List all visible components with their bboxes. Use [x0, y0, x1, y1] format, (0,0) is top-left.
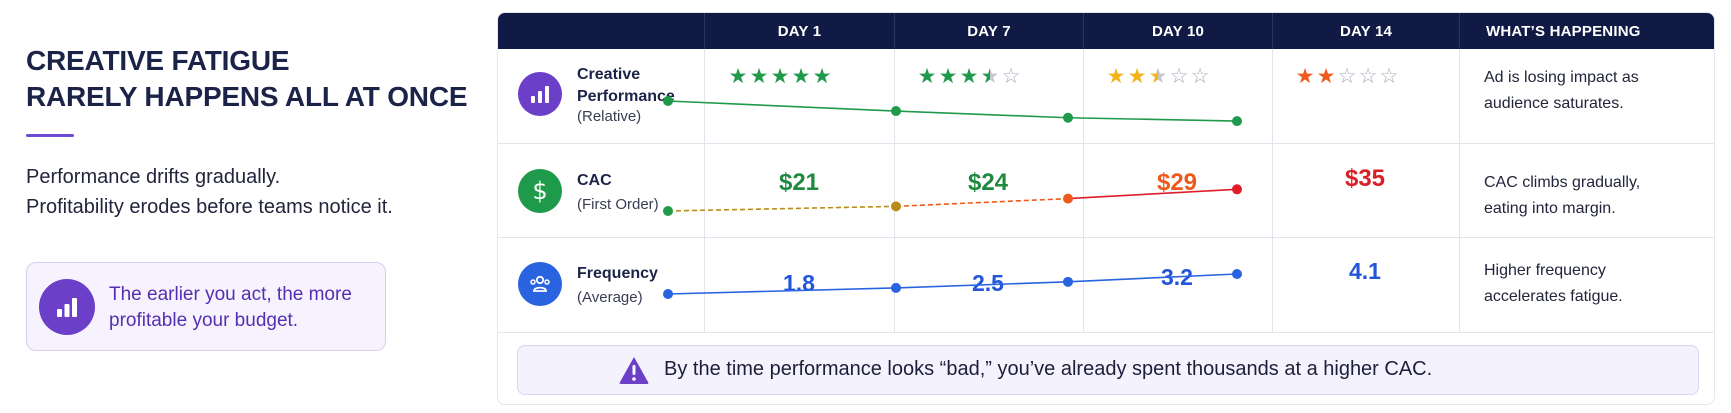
dollar-icon: $: [518, 169, 562, 213]
column-divider: [1272, 49, 1273, 333]
warning-banner: By the time performance looks “bad,” you…: [517, 345, 1699, 395]
headline: CREATIVE FATIGUE RARELY HAPPENS ALL AT O…: [26, 43, 468, 115]
table-row-creative-performance: [498, 49, 1714, 144]
star-half-icon: ★: [980, 65, 1000, 88]
header-whats-happening: WHAT’S HAPPENING: [1459, 13, 1714, 49]
star-empty-icon: ☆: [1337, 65, 1357, 88]
lede: Performance drifts gradually. Profitabil…: [26, 162, 393, 222]
cac-value-day-1: $21: [778, 169, 820, 196]
rating-day-1: ★ ★ ★ ★ ★: [728, 66, 832, 88]
star-empty-icon: ☆: [1358, 65, 1378, 88]
table-row-cac: [498, 144, 1714, 238]
metric-sub: (Average): [577, 289, 643, 306]
star-full-icon: ★: [959, 65, 979, 88]
accent-divider: [26, 134, 74, 137]
fatigue-table: DAY 1 DAY 7 DAY 10 DAY 14 WHAT’S HAPPENI…: [497, 12, 1715, 405]
callout-text: The earlier you act, the more profitable…: [109, 282, 352, 334]
note-line-2: audience saturates.: [1484, 95, 1624, 112]
note-creative: Ad is losing impact as audience saturate…: [1484, 65, 1639, 117]
metric-name-line-1: Creative: [577, 66, 641, 83]
star-empty-icon: ☆: [1190, 65, 1210, 88]
header-day-7: DAY 7: [894, 13, 1083, 49]
star-full-icon: ★: [728, 65, 748, 88]
lede-line-1: Performance drifts gradually.: [26, 166, 281, 188]
bar-chart-icon: [518, 72, 562, 116]
star-full-icon: ★: [1106, 65, 1126, 88]
column-divider: [894, 49, 895, 333]
intro-panel: CREATIVE FATIGUE RARELY HAPPENS ALL AT O…: [26, 0, 468, 413]
callout-box: The earlier you act, the more profitable…: [26, 262, 386, 351]
star-full-icon: ★: [791, 65, 811, 88]
header-day-10: DAY 10: [1083, 13, 1272, 49]
star-full-icon: ★: [938, 65, 958, 88]
rating-day-10: ★ ★ ★ ☆ ☆: [1106, 66, 1210, 88]
headline-line-1: CREATIVE FATIGUE: [26, 45, 290, 76]
callout-line-2: profitable your budget.: [109, 310, 299, 331]
note-line-2: accelerates fatigue.: [1484, 288, 1623, 305]
callout-line-1: The earlier you act, the more: [109, 284, 352, 305]
note-frequency: Higher frequency accelerates fatigue.: [1484, 258, 1623, 310]
metric-name: Frequency: [577, 265, 658, 282]
star-full-icon: ★: [812, 65, 832, 88]
metric-sub: (First Order): [577, 196, 659, 213]
note-line-1: Ad is losing impact as: [1484, 69, 1639, 86]
column-divider: [704, 49, 705, 333]
star-full-icon: ★: [1316, 65, 1336, 88]
rating-day-14: ★ ★ ☆ ☆ ☆: [1295, 66, 1399, 88]
frequency-value-day-14: 4.1: [1349, 258, 1381, 284]
cac-value-day-14: $35: [1344, 165, 1386, 192]
star-full-icon: ★: [1127, 65, 1147, 88]
star-half-icon: ★: [1148, 65, 1168, 88]
metric-name-line-2: Performance: [577, 88, 675, 105]
frequency-value-day-10: 3.2: [1161, 264, 1193, 290]
star-full-icon: ★: [749, 65, 769, 88]
note-line-1: Higher frequency: [1484, 262, 1606, 279]
note-cac: CAC climbs gradually, eating into margin…: [1484, 170, 1640, 222]
star-empty-icon: ☆: [1379, 65, 1399, 88]
table-row-frequency: [498, 238, 1714, 333]
note-line-1: CAC climbs gradually,: [1484, 174, 1641, 191]
bar-chart-icon: [39, 279, 95, 335]
star-full-icon: ★: [770, 65, 790, 88]
cac-value-day-10: $29: [1156, 169, 1198, 196]
headline-line-2: RARELY HAPPENS ALL AT ONCE: [26, 81, 468, 112]
warning-icon: [619, 357, 649, 384]
metric-sub: (Relative): [577, 108, 642, 125]
column-divider: [1459, 49, 1460, 333]
star-full-icon: ★: [1295, 65, 1315, 88]
frequency-value-day-7: 2.5: [972, 270, 1004, 296]
audience-icon: [518, 262, 562, 306]
header-day-1: DAY 1: [704, 13, 894, 49]
warning-text: By the time performance looks “bad,” you…: [664, 358, 1433, 380]
lede-line-2: Profitability erodes before teams notice…: [26, 196, 393, 218]
note-line-2: eating into margin.: [1484, 200, 1616, 217]
metric-name: CAC: [577, 172, 612, 189]
table-header: DAY 1 DAY 7 DAY 10 DAY 14 WHAT’S HAPPENI…: [498, 13, 1714, 49]
star-empty-icon: ☆: [1001, 65, 1021, 88]
header-day-14: DAY 14: [1272, 13, 1459, 49]
star-empty-icon: ☆: [1169, 65, 1189, 88]
cac-value-day-7: $24: [967, 169, 1009, 196]
metric-name: Creative Performance: [577, 64, 675, 108]
frequency-value-day-1: 1.8: [783, 270, 815, 296]
rating-day-7: ★ ★ ★ ★ ☆: [917, 66, 1021, 88]
star-full-icon: ★: [917, 65, 937, 88]
